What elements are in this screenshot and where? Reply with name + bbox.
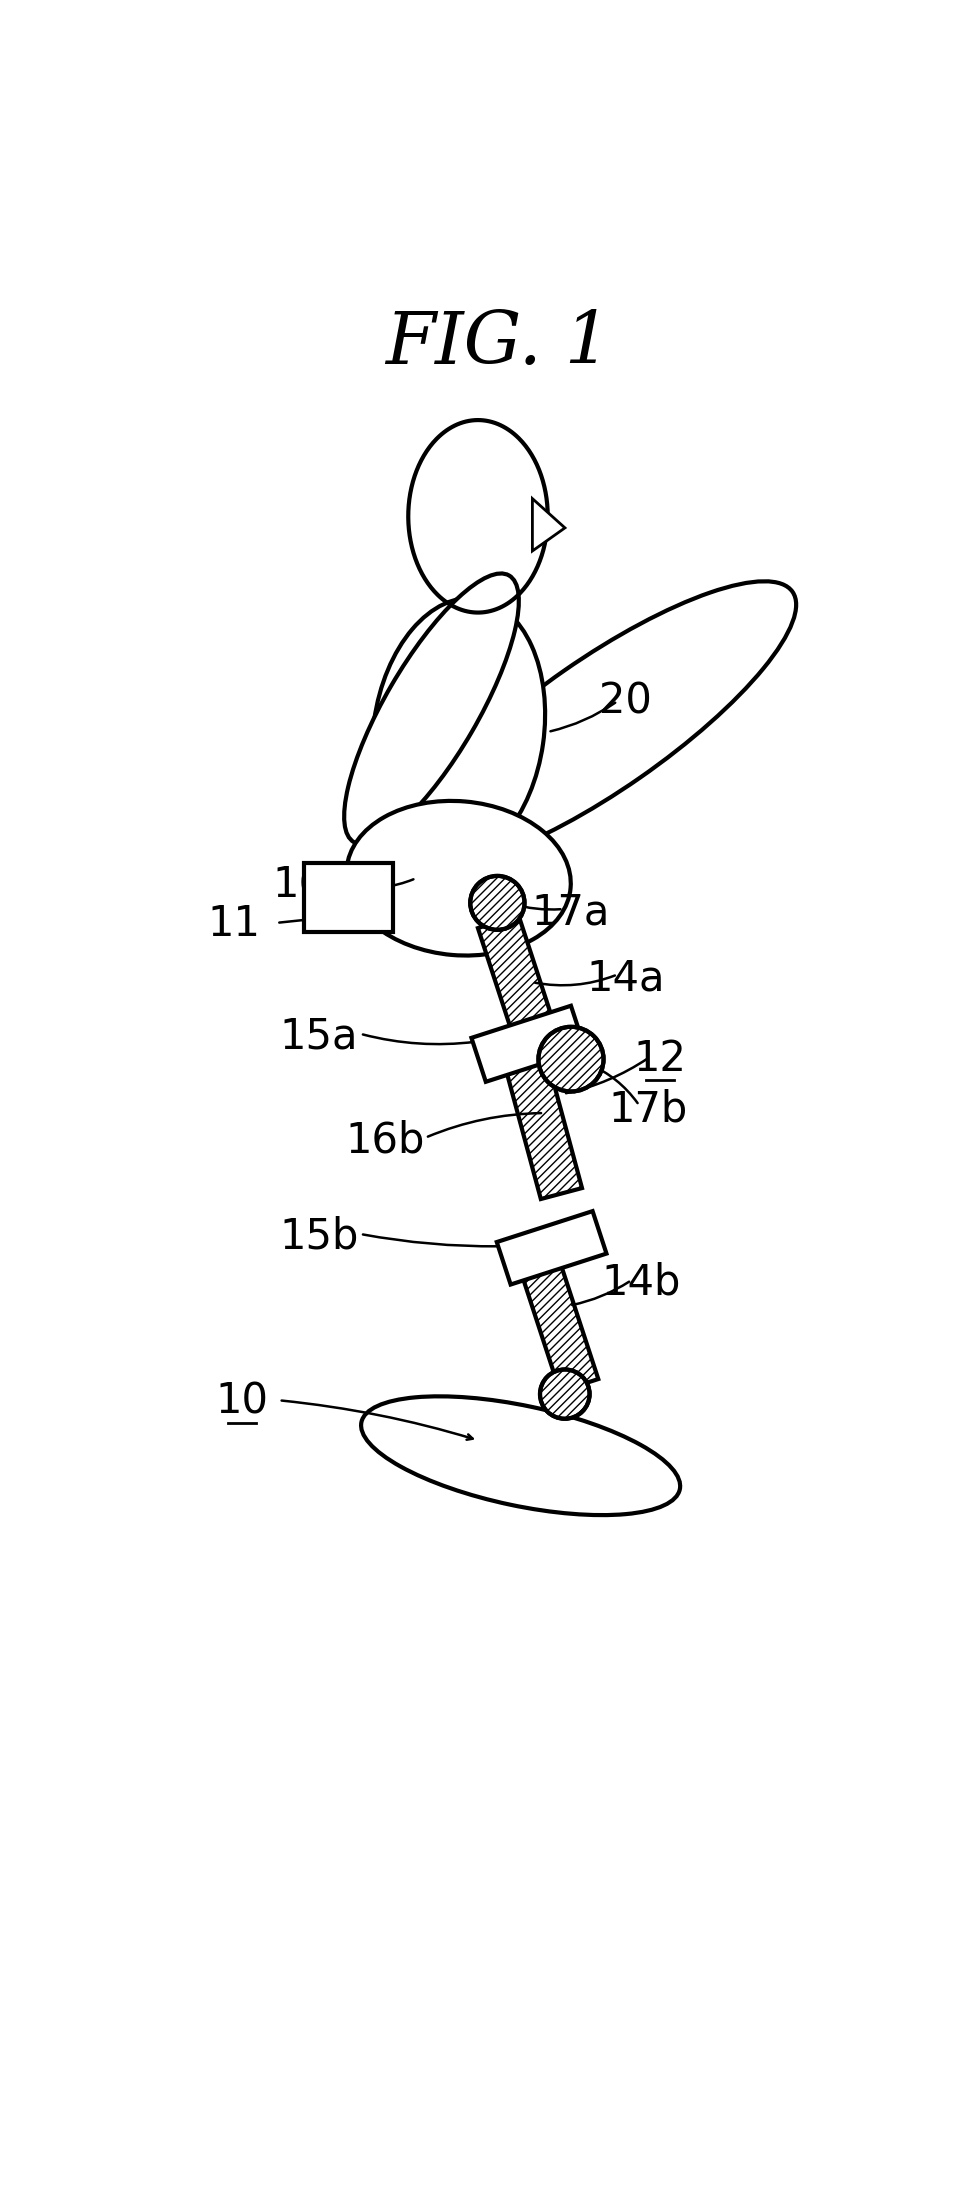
- Ellipse shape: [538, 1026, 604, 1092]
- Text: 15b: 15b: [279, 1215, 359, 1257]
- Ellipse shape: [344, 574, 519, 844]
- Ellipse shape: [361, 1396, 680, 1514]
- Ellipse shape: [408, 580, 796, 868]
- Polygon shape: [471, 1007, 585, 1081]
- Polygon shape: [533, 499, 565, 552]
- Polygon shape: [478, 914, 556, 1042]
- Ellipse shape: [346, 800, 571, 956]
- Text: 14a: 14a: [586, 958, 665, 1000]
- Text: 17b: 17b: [608, 1088, 688, 1130]
- Text: 20: 20: [599, 679, 651, 723]
- Polygon shape: [505, 1057, 582, 1200]
- Text: 16b: 16b: [345, 1119, 425, 1161]
- Text: 12: 12: [634, 1037, 686, 1079]
- Polygon shape: [520, 1257, 599, 1391]
- Text: 17a: 17a: [532, 892, 610, 934]
- Text: 16a: 16a: [272, 866, 351, 908]
- Ellipse shape: [372, 598, 545, 866]
- Text: 15a: 15a: [280, 1015, 359, 1057]
- Ellipse shape: [470, 877, 525, 930]
- Text: 14b: 14b: [601, 1262, 680, 1303]
- Ellipse shape: [540, 1369, 590, 1418]
- Bar: [303, 864, 393, 932]
- Text: FIG. 1: FIG. 1: [385, 308, 611, 378]
- Polygon shape: [497, 1211, 607, 1284]
- Text: 11: 11: [207, 903, 260, 945]
- Text: 10: 10: [215, 1380, 268, 1422]
